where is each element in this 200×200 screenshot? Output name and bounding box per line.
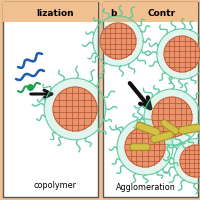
- Text: Agglomeration: Agglomeration: [115, 183, 175, 192]
- Text: lization: lization: [36, 8, 74, 17]
- Bar: [102, 3, 197, 197]
- Text: copolymer: copolymer: [34, 181, 77, 190]
- Circle shape: [100, 24, 135, 60]
- Circle shape: [92, 17, 142, 67]
- Bar: [102, 3, 197, 23]
- Circle shape: [179, 145, 200, 177]
- Circle shape: [116, 119, 172, 175]
- Circle shape: [163, 37, 199, 73]
- Circle shape: [156, 30, 200, 80]
- Text: b: b: [109, 8, 116, 17]
- Bar: [3, 3, 98, 197]
- Circle shape: [124, 127, 164, 167]
- Circle shape: [44, 79, 105, 140]
- Circle shape: [143, 90, 199, 145]
- Text: Contr: Contr: [147, 8, 175, 17]
- Bar: [3, 3, 98, 23]
- Circle shape: [53, 88, 97, 131]
- Circle shape: [151, 98, 191, 137]
- Circle shape: [173, 139, 200, 183]
